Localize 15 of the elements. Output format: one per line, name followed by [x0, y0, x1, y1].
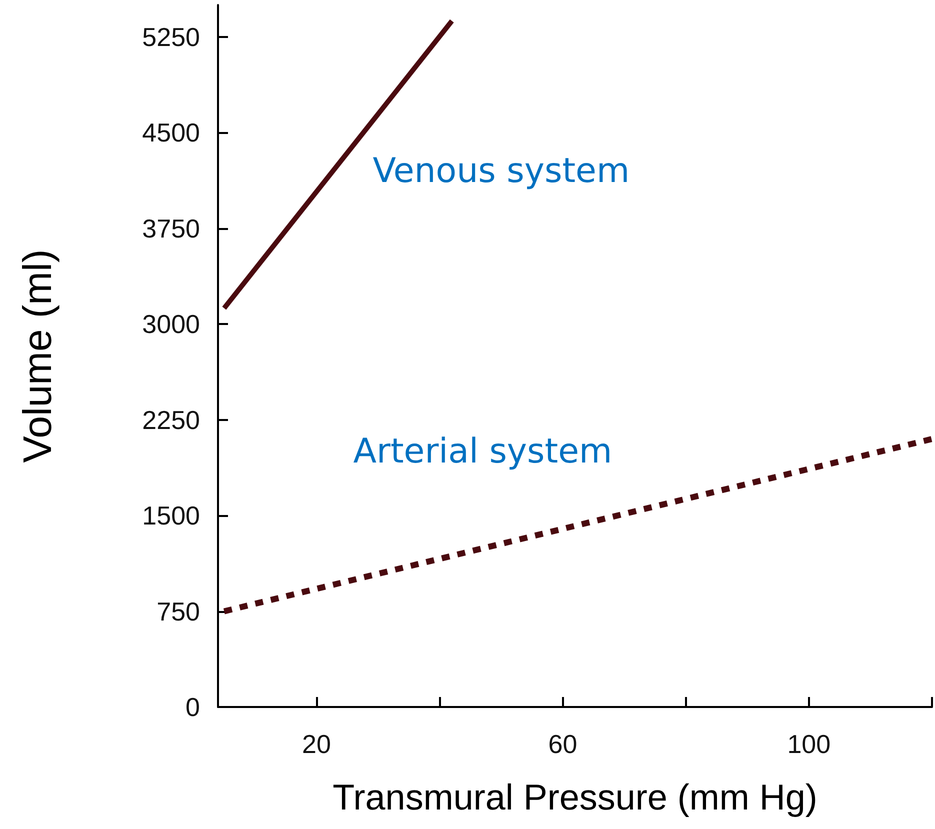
y-tick-label: 750 — [156, 596, 200, 626]
x-tick-label: 100 — [787, 729, 831, 759]
series-label: Arterial system — [353, 432, 612, 472]
x-tick-label: 20 — [302, 729, 331, 759]
series-label: Venous system — [372, 150, 630, 191]
y-axis-title: Volume (ml) — [16, 249, 60, 463]
y-tick-label: 1500 — [142, 500, 200, 531]
x-axis-title: Transmural Pressure (mm Hg) — [332, 776, 818, 818]
y-tick-label: 3750 — [142, 213, 200, 244]
x-tick-label: 60 — [548, 729, 578, 759]
y-tick-label: 2250 — [142, 404, 200, 435]
y-tick-label: 4500 — [142, 118, 200, 148]
y-tick-label: 0 — [186, 692, 200, 722]
y-tick-label: 5250 — [142, 22, 200, 52]
y-tick-label: 3000 — [142, 309, 200, 340]
